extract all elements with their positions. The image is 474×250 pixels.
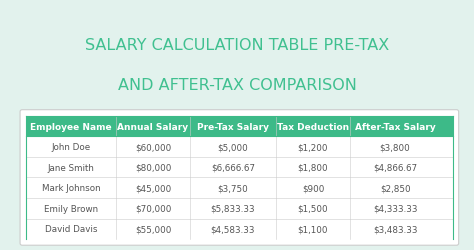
Text: After-Tax Salary: After-Tax Salary [355, 122, 436, 131]
Text: SALARY CALCULATION TABLE PRE-TAX: SALARY CALCULATION TABLE PRE-TAX [85, 38, 389, 52]
Text: $4,866.67: $4,866.67 [373, 163, 417, 172]
Text: $70,000: $70,000 [135, 204, 171, 213]
Text: Mark Johnson: Mark Johnson [42, 184, 100, 192]
Text: $45,000: $45,000 [135, 184, 171, 192]
Text: Pre-Tax Salary: Pre-Tax Salary [197, 122, 269, 131]
Bar [26, 157, 453, 178]
Text: $60,000: $60,000 [135, 142, 171, 152]
Text: $55,000: $55,000 [135, 224, 171, 234]
Text: $3,800: $3,800 [380, 142, 410, 152]
Text: Emily Brown: Emily Brown [44, 204, 98, 213]
Text: $900: $900 [302, 184, 324, 192]
Text: $1,200: $1,200 [298, 142, 328, 152]
Text: $4,583.33: $4,583.33 [211, 224, 255, 234]
Text: Employee Name: Employee Name [30, 122, 112, 131]
FancyBboxPatch shape [20, 110, 459, 245]
Text: $3,750: $3,750 [218, 184, 248, 192]
Text: Tax Deduction: Tax Deduction [277, 122, 349, 131]
Text: David Davis: David Davis [45, 224, 97, 234]
Text: $6,666.67: $6,666.67 [211, 163, 255, 172]
Text: $1,100: $1,100 [298, 224, 328, 234]
Text: Annual Salary: Annual Salary [118, 122, 189, 131]
Text: $80,000: $80,000 [135, 163, 171, 172]
Text: $1,800: $1,800 [298, 163, 328, 172]
Text: $3,483.33: $3,483.33 [373, 224, 417, 234]
Bar [26, 219, 453, 239]
Text: John Doe: John Doe [51, 142, 91, 152]
Bar [26, 116, 453, 137]
Bar [26, 198, 453, 219]
Text: AND AFTER-TAX COMPARISON: AND AFTER-TAX COMPARISON [118, 78, 356, 92]
Text: $1,500: $1,500 [298, 204, 328, 213]
Text: $5,833.33: $5,833.33 [210, 204, 255, 213]
Text: $2,850: $2,850 [380, 184, 410, 192]
Text: $4,333.33: $4,333.33 [373, 204, 417, 213]
Bar [26, 137, 453, 157]
Text: $5,000: $5,000 [218, 142, 248, 152]
Text: Jane Smith: Jane Smith [47, 163, 94, 172]
Bar [26, 178, 453, 198]
